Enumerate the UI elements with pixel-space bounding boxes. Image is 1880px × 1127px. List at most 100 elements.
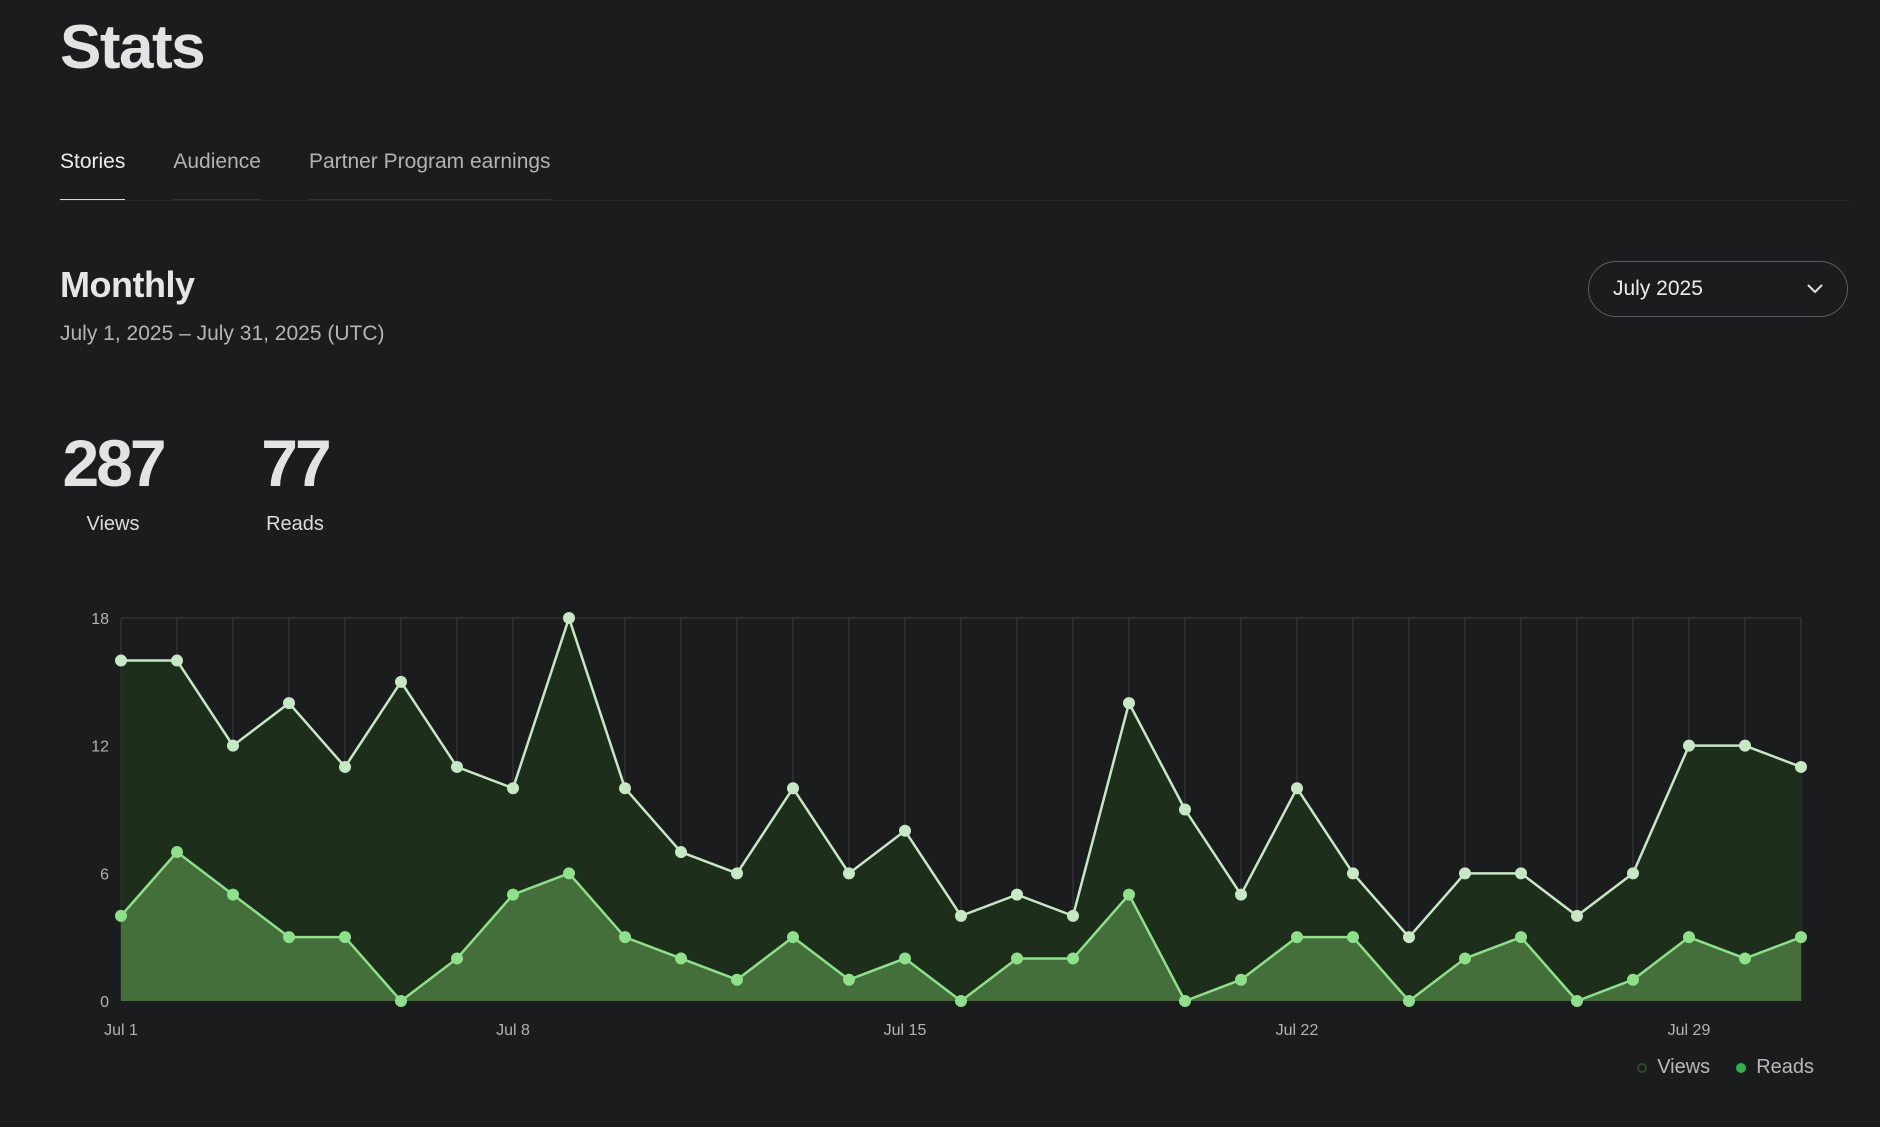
views-point bbox=[1795, 760, 1807, 773]
x-tick-label: Jul 8 bbox=[496, 1022, 530, 1039]
stats-chart-svg: 0 6 12 18 Jul 1 Jul 8 Jul 15 Jul 22 Jul 29 bbox=[91, 611, 1807, 1039]
views-point bbox=[899, 824, 911, 837]
chevron-down-icon bbox=[1807, 284, 1823, 293]
reads-point bbox=[1291, 931, 1303, 944]
reads-point bbox=[1571, 995, 1583, 1007]
reads-point bbox=[1627, 973, 1639, 986]
views-point bbox=[1459, 867, 1471, 880]
y-tick-label: 18 bbox=[91, 611, 109, 628]
views-point bbox=[227, 739, 239, 752]
reads-point bbox=[731, 973, 743, 986]
legend-item-reads[interactable]: Reads bbox=[1736, 1056, 1814, 1079]
views-total: 287 Views bbox=[60, 425, 166, 536]
reads-point bbox=[171, 846, 183, 859]
reads-point bbox=[563, 867, 575, 880]
x-tick-label: Jul 15 bbox=[884, 1022, 927, 1039]
reads-point bbox=[619, 931, 631, 944]
views-point bbox=[675, 846, 687, 859]
tab-partner-program-earnings[interactable]: Partner Program earnings bbox=[308, 146, 551, 200]
views-point bbox=[171, 654, 183, 667]
views-point bbox=[1515, 867, 1527, 880]
views-point bbox=[283, 697, 295, 710]
reads-point bbox=[1067, 952, 1079, 965]
views-point bbox=[451, 760, 463, 773]
reads-point bbox=[283, 931, 295, 944]
reads-point bbox=[1739, 952, 1751, 965]
chart-legend: Views Reads bbox=[1637, 1056, 1814, 1079]
views-point bbox=[1011, 888, 1023, 901]
y-tick-label: 12 bbox=[91, 739, 109, 756]
reads-point bbox=[395, 995, 407, 1007]
reads-point bbox=[955, 995, 967, 1007]
reads-point bbox=[1403, 995, 1415, 1007]
views-point bbox=[395, 675, 407, 688]
reads-total: 77 Reads bbox=[258, 425, 332, 536]
views-point bbox=[1347, 867, 1359, 880]
reads-area bbox=[121, 852, 1801, 1001]
chart-points bbox=[115, 612, 1807, 1007]
views-total-value: 287 bbox=[62, 426, 166, 500]
legend-dot-reads-icon bbox=[1736, 1062, 1747, 1073]
views-point bbox=[1571, 909, 1583, 922]
views-point bbox=[1403, 931, 1415, 944]
x-tick-label: Jul 1 bbox=[104, 1022, 138, 1039]
stats-tabs: Stories Audience Partner Program earning… bbox=[60, 146, 1850, 201]
reads-point bbox=[1011, 952, 1023, 965]
reads-point bbox=[507, 888, 519, 901]
y-tick-label: 6 bbox=[100, 866, 109, 883]
reads-point bbox=[1235, 973, 1247, 986]
views-point bbox=[731, 867, 743, 880]
reads-point bbox=[115, 909, 127, 922]
reads-point bbox=[899, 952, 911, 965]
legend-dot-views-icon bbox=[1637, 1062, 1648, 1073]
section-title: Monthly bbox=[60, 264, 195, 305]
views-point bbox=[339, 760, 351, 773]
legend-item-views[interactable]: Views bbox=[1637, 1056, 1710, 1079]
tab-audience[interactable]: Audience bbox=[173, 146, 261, 200]
reads-point bbox=[339, 931, 351, 944]
stats-chart: 0 6 12 18 Jul 1 Jul 8 Jul 15 Jul 22 Jul 29 bbox=[0, 600, 1880, 1100]
tab-stories[interactable]: Stories bbox=[60, 146, 126, 200]
views-point bbox=[563, 612, 575, 624]
views-point bbox=[115, 654, 127, 667]
reads-point bbox=[227, 888, 239, 901]
views-point bbox=[619, 782, 631, 795]
x-tick-label: Jul 22 bbox=[1276, 1022, 1319, 1039]
views-point bbox=[843, 867, 855, 880]
reads-point bbox=[1459, 952, 1471, 965]
views-total-label: Views bbox=[86, 513, 140, 535]
reads-point bbox=[1123, 888, 1135, 901]
reads-point bbox=[1683, 931, 1695, 944]
views-point bbox=[1739, 739, 1751, 752]
date-range: July 1, 2025 – July 31, 2025 (UTC) bbox=[60, 322, 385, 345]
views-point bbox=[1235, 888, 1247, 901]
views-point bbox=[787, 782, 799, 795]
reads-point bbox=[675, 952, 687, 965]
chart-axis-labels: 0 6 12 18 Jul 1 Jul 8 Jul 15 Jul 22 Jul 29 bbox=[91, 611, 1710, 1039]
reads-total-value: 77 bbox=[261, 426, 331, 500]
legend-label-reads: Reads bbox=[1756, 1056, 1814, 1078]
views-point bbox=[1291, 782, 1303, 795]
reads-point bbox=[1795, 931, 1807, 944]
reads-point bbox=[1347, 931, 1359, 944]
views-point bbox=[1067, 909, 1079, 922]
legend-label-views: Views bbox=[1657, 1056, 1711, 1078]
views-point bbox=[1123, 697, 1135, 710]
views-point bbox=[1683, 739, 1695, 752]
reads-point bbox=[843, 973, 855, 986]
month-select[interactable]: July 2025 bbox=[1588, 261, 1848, 317]
views-point bbox=[1627, 867, 1639, 880]
reads-total-label: Reads bbox=[266, 513, 324, 535]
reads-point bbox=[787, 931, 799, 944]
views-point bbox=[1179, 803, 1191, 816]
views-point bbox=[507, 782, 519, 795]
x-tick-label: Jul 29 bbox=[1668, 1022, 1711, 1039]
page-title: Stats bbox=[60, 13, 206, 82]
reads-point bbox=[451, 952, 463, 965]
y-tick-label: 0 bbox=[100, 994, 109, 1011]
views-point bbox=[955, 909, 967, 922]
reads-point bbox=[1515, 931, 1527, 944]
month-select-value: July 2025 bbox=[1613, 277, 1703, 300]
reads-point bbox=[1179, 995, 1191, 1007]
